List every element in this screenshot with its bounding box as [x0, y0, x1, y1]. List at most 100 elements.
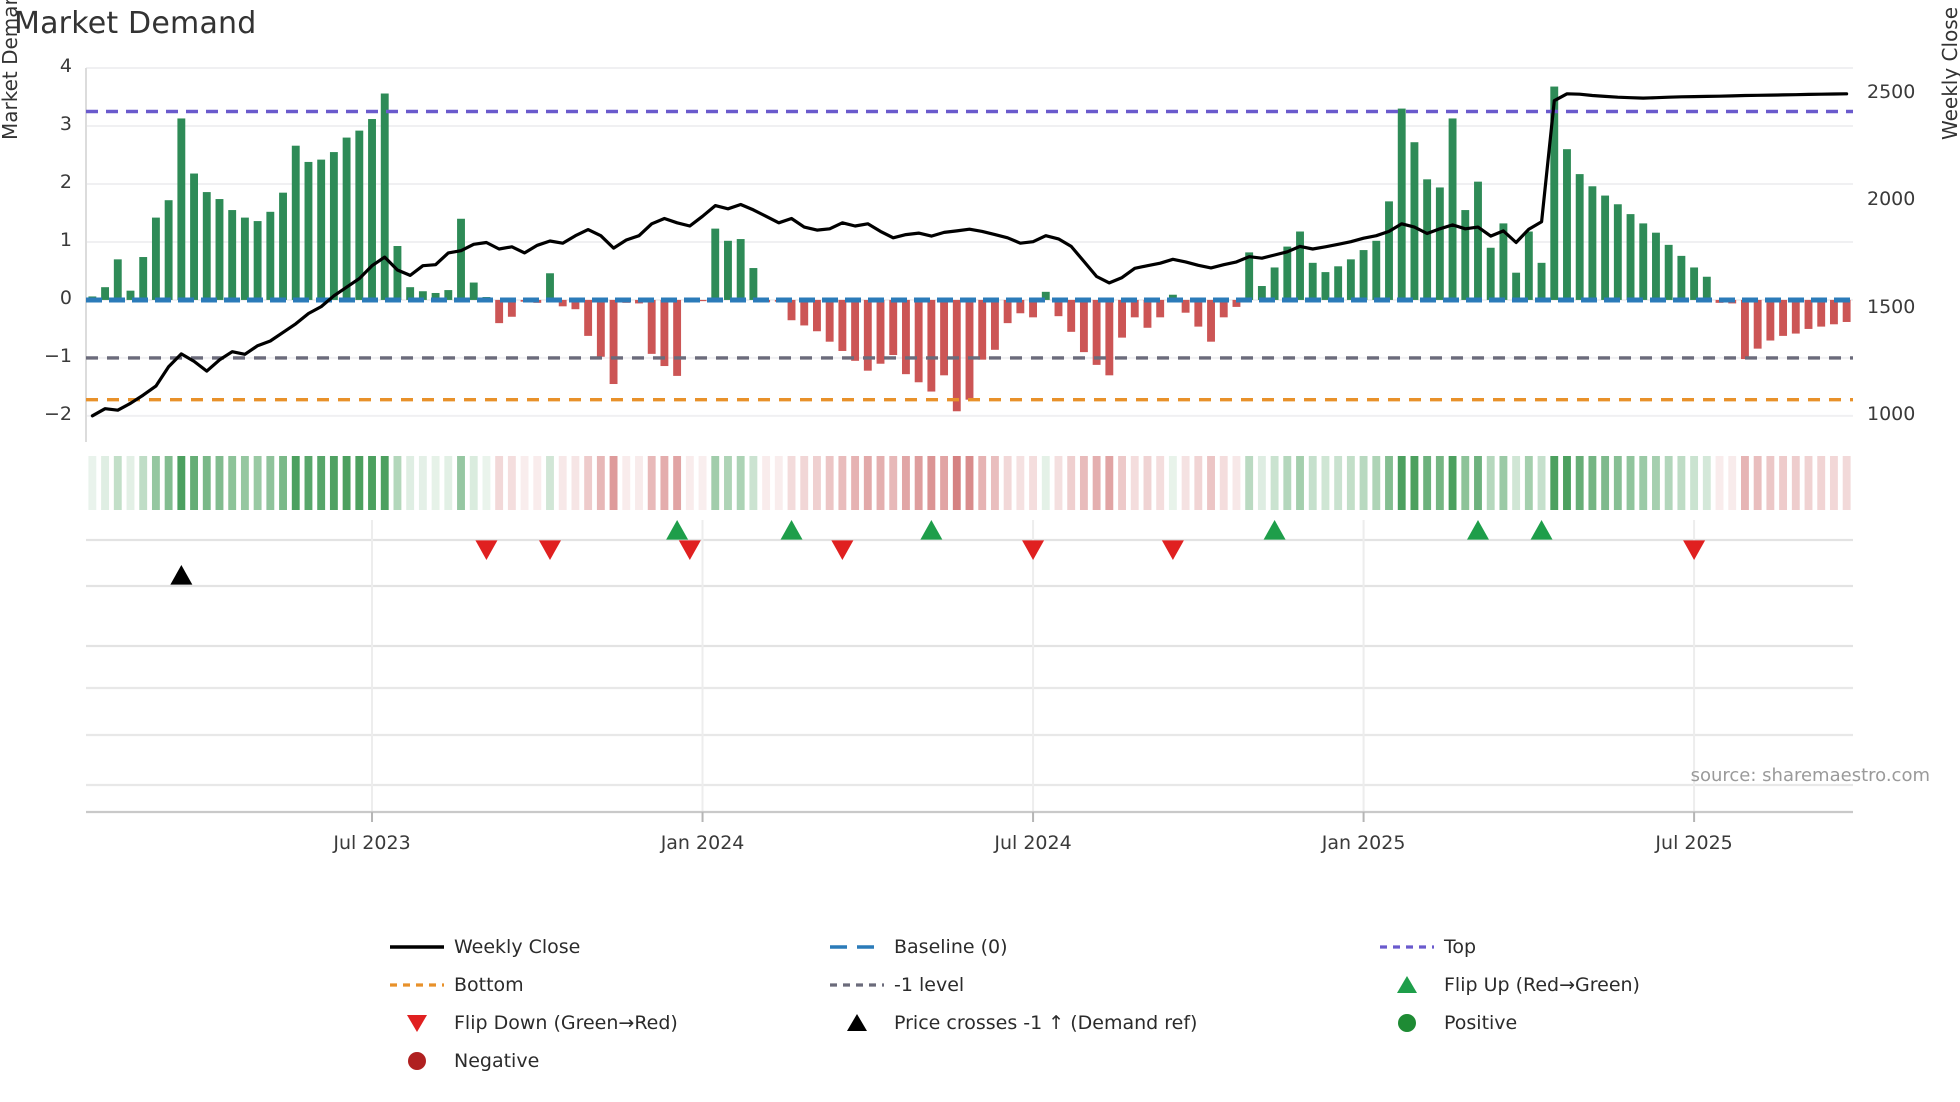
demand-bar — [393, 246, 402, 300]
heat-strip-cell — [1817, 456, 1826, 510]
chart-legend: Weekly Close Baseline (0) Top Bottom -1 leve… — [380, 928, 1780, 1080]
demand-bar — [851, 299, 860, 361]
heat-strip-cell — [1626, 456, 1635, 510]
heat-strip-cell — [342, 456, 351, 510]
y-axis-right-tick: 1000 — [1867, 403, 1916, 426]
heat-strip-cell — [1270, 456, 1279, 510]
demand-bar — [342, 137, 351, 300]
heat-strip-cell — [1372, 456, 1381, 510]
demand-bar — [1359, 250, 1368, 300]
legend-label: Bottom — [454, 974, 524, 996]
heat-strip-cell — [101, 456, 110, 510]
demand-bar — [724, 240, 732, 300]
demand-bar — [317, 159, 326, 300]
heat-strip-cell — [444, 456, 453, 510]
y-axis-left-tick: 0 — [59, 286, 72, 309]
legend-item[interactable]: Weekly Close — [380, 928, 820, 966]
heat-strip-cell — [151, 456, 160, 510]
legend-key — [820, 935, 894, 959]
demand-bar — [1753, 299, 1762, 349]
legend-item[interactable]: Price crosses -1 ↑ (Demand ref) — [820, 1004, 1370, 1042]
legend-item[interactable]: Flip Up (Red→Green) — [1370, 966, 1780, 1004]
heat-strip-cell — [622, 456, 631, 510]
heat-strip-cell — [952, 456, 961, 510]
heat-strip-cell — [1092, 456, 1101, 510]
flip-down-marker — [475, 540, 498, 560]
heat-strip-cell — [1181, 456, 1190, 510]
heat-strip-cell — [1829, 456, 1838, 510]
demand-bar — [266, 211, 275, 300]
legend-row: Flip Down (Green→Red) Price crosses -1 ↑ … — [380, 1004, 1780, 1042]
demand-bar — [965, 299, 974, 400]
dotted-line-icon — [390, 983, 444, 987]
heat-strip-cell — [851, 456, 860, 510]
demand-bar — [228, 210, 237, 300]
demand-bar — [940, 299, 949, 376]
heat-strip-cell — [126, 456, 135, 510]
demand-bar — [253, 221, 262, 300]
demand-bar — [1079, 299, 1088, 353]
solid-line-icon — [390, 945, 444, 949]
heat-strip-cell — [1842, 456, 1851, 510]
demand-bar — [889, 299, 898, 356]
demand-bar — [1321, 272, 1330, 300]
circle-icon — [408, 1052, 426, 1070]
legend-item[interactable]: -1 level — [820, 966, 1370, 1004]
demand-bar — [1270, 267, 1279, 300]
y-axis-left-tick: 2 — [59, 170, 72, 193]
demand-bar — [1791, 299, 1800, 334]
flip-up-marker — [1530, 520, 1553, 540]
demand-bar — [1639, 223, 1648, 300]
heat-strip-cell — [177, 456, 186, 510]
x-axis-tick-label: Jan 2024 — [660, 832, 745, 854]
legend-item[interactable]: Positive — [1370, 1004, 1780, 1042]
demand-bar — [1219, 299, 1228, 318]
heat-strip-cell — [990, 456, 999, 510]
heat-strip-cell — [355, 456, 364, 510]
heat-strip-cell — [1105, 456, 1114, 510]
heat-strip-cell — [1563, 456, 1571, 510]
demand-bar — [1664, 244, 1673, 300]
demand-bar — [1829, 299, 1838, 325]
heat-strip-cell — [431, 456, 440, 510]
demand-bar — [825, 299, 834, 342]
demand-bar — [558, 299, 567, 307]
heat-strip-cell — [1232, 456, 1241, 510]
legend-item[interactable]: Bottom — [380, 966, 820, 1004]
demand-bar — [215, 199, 224, 300]
demand-bar — [1779, 299, 1788, 336]
heat-strip-cell — [304, 456, 313, 510]
heat-strip-cell — [596, 456, 605, 510]
heat-strip-cell — [1639, 456, 1648, 510]
legend-item[interactable]: Top — [1370, 928, 1780, 966]
heat-strip-cell — [1067, 456, 1076, 510]
flip-down-marker — [1161, 540, 1184, 560]
demand-bar — [1397, 108, 1406, 300]
legend-item[interactable]: Negative — [380, 1042, 820, 1080]
heat-strip-cell — [889, 456, 898, 510]
legend-key — [380, 1011, 454, 1035]
legend-key — [380, 973, 454, 997]
heat-strip-cell — [1677, 456, 1686, 510]
heat-strip-cell — [228, 456, 237, 510]
heat-strip-cell — [164, 456, 173, 510]
heat-strip-cell — [1524, 456, 1533, 510]
demand-bar — [1118, 299, 1126, 338]
heat-strip-cell — [927, 456, 936, 510]
demand-bar — [1601, 195, 1610, 300]
demand-bar — [240, 217, 249, 300]
legend-key — [1370, 1011, 1444, 1035]
dotted-line-icon — [1380, 945, 1434, 949]
heat-strip-cell — [584, 456, 593, 510]
demand-bar — [1308, 262, 1317, 300]
legend-item[interactable]: Flip Down (Green→Red) — [380, 1004, 820, 1042]
legend-label: Negative — [454, 1050, 540, 1072]
demand-bar — [1652, 232, 1660, 300]
heat-strip-cell — [1741, 456, 1749, 510]
demand-bar — [139, 257, 148, 300]
demand-bar — [1372, 240, 1381, 300]
heat-strip-cell — [546, 456, 554, 510]
demand-bar — [1156, 299, 1165, 318]
legend-item[interactable]: Baseline (0) — [820, 928, 1370, 966]
heat-strip-cell — [736, 456, 745, 510]
